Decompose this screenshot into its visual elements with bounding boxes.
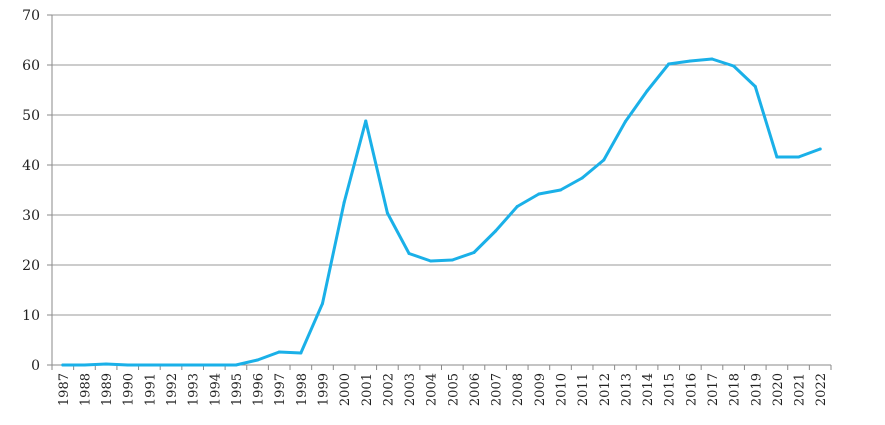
x-tick-label: 1995 — [230, 373, 245, 406]
data-point — [494, 229, 498, 233]
data-point — [429, 259, 433, 263]
y-axis-tick-labels: 0 10 20 30 40 50 60 70 — [22, 8, 40, 374]
x-axis-tick-labels: 1987 1988 1989 1990 1991 1992 1993 1994 1995 1996… — [57, 373, 829, 406]
x-tick-label: 1992 — [165, 373, 180, 406]
data-point — [342, 201, 346, 204]
series-group — [61, 57, 822, 367]
data-point — [385, 211, 389, 215]
x-tick-label: 2006 — [468, 373, 483, 406]
x-tick-label: 2004 — [425, 373, 440, 406]
y-tick-label: 30 — [22, 208, 40, 224]
data-point — [732, 64, 736, 68]
x-tick-label: 2005 — [446, 373, 461, 406]
data-point — [667, 62, 671, 66]
data-point — [450, 258, 454, 262]
data-point — [537, 192, 541, 196]
x-tick-label: 2011 — [576, 373, 591, 406]
x-tick-label: 1990 — [122, 373, 137, 406]
x-tick-label: 2002 — [381, 373, 396, 406]
x-tick-label: 1997 — [273, 373, 288, 406]
data-point — [277, 350, 281, 354]
x-tick-label: 2018 — [728, 373, 743, 406]
x-tick-label: 2014 — [641, 373, 656, 406]
data-point — [580, 176, 584, 180]
gridlines — [47, 14, 831, 366]
data-point — [688, 59, 692, 63]
y-tick-label: 70 — [22, 8, 40, 24]
y-tick-label: 50 — [22, 108, 40, 124]
data-point — [147, 363, 151, 367]
data-point — [602, 158, 606, 162]
x-tick-label: 2013 — [619, 373, 634, 406]
x-tick-label: 1988 — [78, 373, 93, 406]
data-point — [82, 363, 86, 367]
x-tick-label: 2021 — [793, 373, 808, 406]
x-tick-label: 2007 — [490, 373, 505, 406]
data-point — [753, 85, 757, 88]
data-point — [559, 188, 563, 192]
x-tick-label: 1999 — [316, 373, 331, 406]
x-tick-label: 2016 — [684, 373, 699, 406]
data-point — [710, 57, 714, 61]
x-axis — [51, 15, 832, 370]
x-tick-label: 2000 — [338, 373, 353, 406]
data-point — [775, 155, 779, 159]
x-tick-label: 2019 — [749, 373, 764, 406]
x-tick-label: 1993 — [187, 373, 202, 406]
x-tick-label: 1991 — [143, 373, 158, 406]
y-tick-label: 0 — [31, 358, 40, 374]
data-point — [645, 89, 649, 93]
x-tick-label: 2008 — [511, 373, 526, 406]
x-tick-label: 2012 — [598, 373, 613, 406]
data-point — [797, 155, 801, 159]
x-tick-label: 2001 — [360, 373, 375, 406]
data-point — [104, 362, 108, 366]
x-tick-label: 2017 — [706, 373, 721, 406]
x-tick-label: 2015 — [663, 373, 678, 406]
x-tick-label: 2022 — [814, 373, 829, 406]
x-tick-label: 1998 — [295, 373, 310, 406]
data-point — [234, 363, 238, 367]
data-point — [126, 363, 130, 367]
data-point — [256, 358, 260, 362]
y-tick-label: 40 — [22, 158, 40, 174]
x-tick-label: 2009 — [533, 373, 548, 406]
x-tick-label: 1994 — [208, 373, 223, 406]
data-point — [61, 363, 65, 367]
series-line — [61, 57, 822, 367]
data-point — [623, 120, 627, 123]
y-tick-label: 20 — [22, 258, 40, 274]
data-point — [169, 363, 173, 367]
x-tick-label: 1996 — [252, 373, 267, 406]
data-point — [320, 302, 324, 305]
y-tick-label: 60 — [22, 58, 40, 74]
data-point — [407, 252, 411, 255]
data-point — [364, 119, 368, 123]
data-point — [191, 363, 195, 367]
x-tick-label: 2010 — [555, 373, 570, 406]
data-point — [515, 205, 519, 208]
data-point — [299, 351, 303, 355]
x-tick-label: 1989 — [100, 373, 115, 406]
data-point — [212, 363, 216, 367]
y-tick-label: 10 — [22, 308, 40, 324]
x-tick-label: 2003 — [403, 373, 418, 406]
data-point — [472, 251, 476, 254]
x-tick-label: 2020 — [771, 373, 786, 406]
data-point — [818, 147, 822, 151]
x-tick-label: 1987 — [57, 373, 72, 406]
